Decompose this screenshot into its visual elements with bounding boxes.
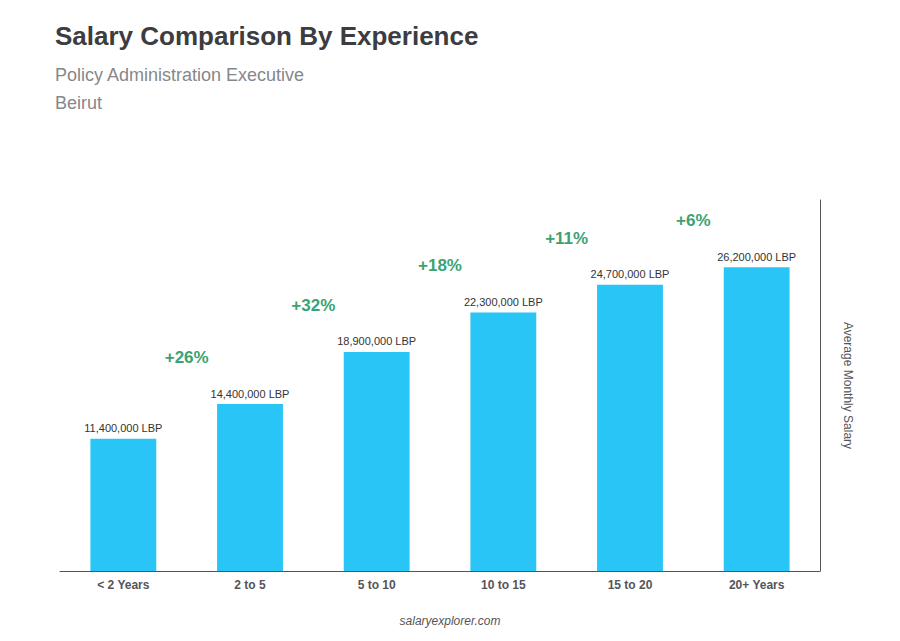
- svg-text:salaryexplorer.com: salaryexplorer.com: [400, 614, 501, 628]
- svg-text:22,300,000 LBP: 22,300,000 LBP: [464, 296, 543, 308]
- svg-text:+26%: +26%: [165, 348, 209, 367]
- svg-text:14,400,000 LBP: 14,400,000 LBP: [211, 388, 290, 400]
- svg-text:11,400,000 LBP: 11,400,000 LBP: [84, 422, 162, 434]
- svg-text:18,900,000 LBP: 18,900,000 LBP: [337, 335, 416, 347]
- svg-text:+11%: +11%: [545, 229, 588, 248]
- svg-text:15 to 20: 15 to 20: [608, 578, 653, 592]
- svg-text:2 to 5: 2 to 5: [234, 578, 266, 592]
- svg-text:20+ Years: 20+ Years: [729, 578, 785, 592]
- svg-text:< 2 Years: < 2 Years: [97, 578, 149, 592]
- svg-text:+32%: +32%: [291, 296, 335, 315]
- svg-text:+6%: +6%: [676, 211, 711, 230]
- svg-text:10 to 15: 10 to 15: [481, 578, 526, 592]
- svg-text:24,700,000 LBP: 24,700,000 LBP: [591, 268, 670, 280]
- svg-text:5 to 10: 5 to 10: [358, 578, 396, 592]
- svg-text:Salary Comparison By Experienc: Salary Comparison By Experience: [55, 21, 478, 51]
- svg-text:26,200,000 LBP: 26,200,000 LBP: [717, 251, 796, 263]
- svg-text:+18%: +18%: [418, 256, 462, 275]
- svg-text:Beirut: Beirut: [55, 93, 102, 113]
- svg-text:Policy Administration Executiv: Policy Administration Executive: [55, 65, 304, 85]
- svg-text:Average Monthly Salary: Average Monthly Salary: [841, 322, 855, 449]
